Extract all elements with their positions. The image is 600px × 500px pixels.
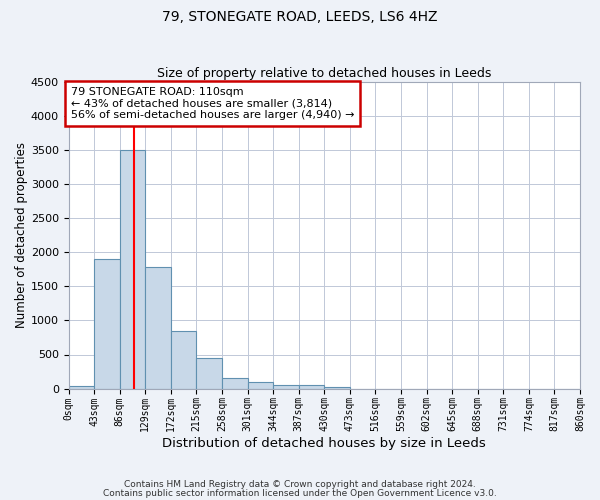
Bar: [171, 330, 196, 388]
Bar: [299, 386, 325, 388]
Text: 79 STONEGATE ROAD: 110sqm
← 43% of detached houses are smaller (3,814)
56% of se: 79 STONEGATE ROAD: 110sqm ← 43% of detac…: [71, 87, 354, 120]
Bar: [120, 150, 145, 388]
Bar: [325, 386, 350, 388]
Bar: [248, 382, 273, 388]
Y-axis label: Number of detached properties: Number of detached properties: [15, 142, 28, 328]
X-axis label: Distribution of detached houses by size in Leeds: Distribution of detached houses by size …: [163, 437, 486, 450]
Text: Contains public sector information licensed under the Open Government Licence v3: Contains public sector information licen…: [103, 488, 497, 498]
Bar: [273, 385, 299, 388]
Bar: [196, 358, 222, 388]
Bar: [145, 268, 171, 388]
Bar: [94, 259, 120, 388]
Title: Size of property relative to detached houses in Leeds: Size of property relative to detached ho…: [157, 66, 491, 80]
Text: Contains HM Land Registry data © Crown copyright and database right 2024.: Contains HM Land Registry data © Crown c…: [124, 480, 476, 489]
Bar: [222, 378, 248, 388]
Bar: [68, 386, 94, 388]
Text: 79, STONEGATE ROAD, LEEDS, LS6 4HZ: 79, STONEGATE ROAD, LEEDS, LS6 4HZ: [162, 10, 438, 24]
